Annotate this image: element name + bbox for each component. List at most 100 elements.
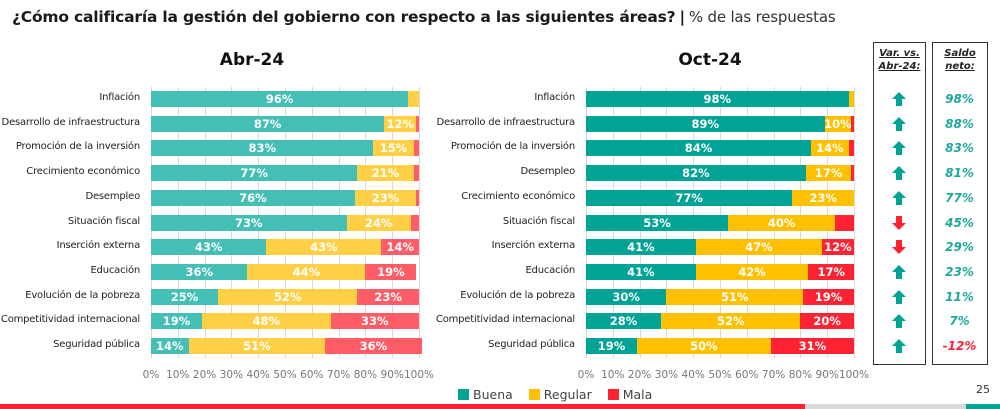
footer-bar-teal [966,404,1000,409]
data-label-mala: 23% [374,289,402,304]
x-tick-label: 30% [219,369,244,381]
bar-segment-buena: 25% [151,288,218,305]
bar-segment-regular: 23% [792,189,854,206]
legend-label-regular: Regular [543,387,592,402]
data-label-mala: 31% [798,339,827,353]
bar-segment-mala [416,189,419,206]
title-separator: | [679,8,685,26]
x-tick-label: 20% [627,369,652,381]
bar-segment-regular: 23% [354,189,417,206]
bar-segment-buena: 53% [586,214,729,231]
data-label-regular: 10% [824,116,852,131]
bar-segment-regular: 42% [695,263,809,280]
bar-segment-regular [408,91,419,107]
legend-item-regular: Regular [528,387,592,402]
legend-label-buena: Buena [473,387,513,402]
data-label-mala: 33% [361,314,389,329]
variation-header-line2: Abr-24: [878,61,921,72]
bar-segment-mala: 17% [808,263,854,280]
question-subtitle: % de las respuestas [688,8,836,26]
bar-segment-buena: 19% [151,313,202,330]
bar-segment-buena: 41% [586,263,696,280]
data-label-regular: 52% [273,289,302,304]
footer-bar-red [0,404,805,409]
arrow-up-icon [891,264,907,280]
variation-header: Var. vs. Abr-24: [874,47,925,73]
x-tick-label: 50% [273,369,297,381]
x-tick-label: 90% [380,369,404,381]
bar-segment-mala: 19% [803,288,854,305]
variation-header-line1: Var. vs. [879,48,920,59]
net-balance-value: 77% [945,190,974,205]
question-title: ¿Cómo calificaría la gestión del gobiern… [12,8,836,26]
arrow-up-icon [891,313,907,329]
net-balance-box: Saldo neto: [932,42,988,365]
data-label-buena: 43% [194,240,223,255]
bar-segment-mala [851,115,854,132]
category-label-situacion-fiscal: Situación fiscal [502,215,575,227]
data-label-regular: 23% [371,190,400,205]
data-label-buena: 53% [643,215,671,230]
category-label-desempleo: Desempleo [85,190,140,202]
arrow-up-icon [891,289,907,305]
net-balance-value: 7% [949,314,970,329]
net-balance-value: 83% [945,141,974,156]
bar-segment-buena: 30% [586,288,667,305]
bar-segment-buena: 41% [586,239,696,256]
x-tick-label: 100% [838,369,870,381]
bar-segment-regular: 51% [666,288,804,305]
data-label-regular: 42% [738,264,766,279]
bar-segment-regular: 47% [695,239,822,256]
data-label-buena: 28% [609,314,638,329]
bar-segment-buena: 87% [151,115,385,132]
bar-segment-regular: 48% [201,313,331,330]
bar-segment-buena: 14% [151,338,189,354]
x-tick-label: 90% [815,369,839,381]
footer-bar-gray [805,404,966,409]
bar-segment-buena: 82% [586,165,806,182]
category-label-educacion: Educación [90,264,140,276]
data-label-buena: 19% [597,339,626,353]
data-label-regular: 24% [365,215,393,230]
data-label-regular: 50% [690,339,718,353]
x-tick-label: 40% [246,369,270,381]
data-label-regular: 40% [767,215,796,230]
legend-label-mala: Mala [622,387,653,402]
bar-segment-regular: 52% [661,313,801,330]
data-label-buena: 25% [170,289,199,304]
data-label-buena: 96% [265,92,294,106]
data-label-buena: 89% [691,116,720,131]
x-tick-label: 10% [166,369,190,381]
bar-segment-mala [410,214,419,231]
data-label-buena: 82% [682,166,710,181]
bar-segment-buena: 96% [151,91,409,107]
bar-segment-buena: 84% [586,140,812,157]
data-label-regular: 51% [720,289,749,304]
data-label-mala: 19% [814,289,843,304]
category-label-crecimiento-economico: Crecimiento económico [26,166,140,178]
data-label-regular: 21% [371,166,400,181]
data-label-buena: 14% [155,339,184,353]
bar-segment-mala [851,165,854,182]
bar-segment-buena: 89% [586,115,825,132]
net-balance-value: -12% [942,339,977,353]
data-label-buena: 87% [253,116,282,131]
x-tick-label: 50% [708,369,732,381]
bar-segment-mala [413,165,419,182]
bar-segment-regular: 12% [384,115,417,132]
legend-swatch-buena [458,389,469,400]
arrow-up-icon [891,165,907,181]
category-label-crecimiento-economico: Crecimiento económico [461,190,575,202]
bar-segment-mala [416,115,419,132]
data-label-buena: 30% [612,289,640,304]
bar-segment-regular: 24% [346,214,411,231]
data-label-regular: 48% [252,314,280,329]
net-balance-value: 88% [945,116,974,131]
data-label-regular: 44% [292,264,321,279]
x-tick-label: 100% [403,369,435,381]
data-label-buena: 73% [235,215,263,230]
data-label-mala: 17% [817,264,845,279]
bar-segment-regular: 10% [824,115,852,132]
bar-segment-buena: 98% [586,91,849,107]
x-tick-label: 70% [761,369,786,381]
